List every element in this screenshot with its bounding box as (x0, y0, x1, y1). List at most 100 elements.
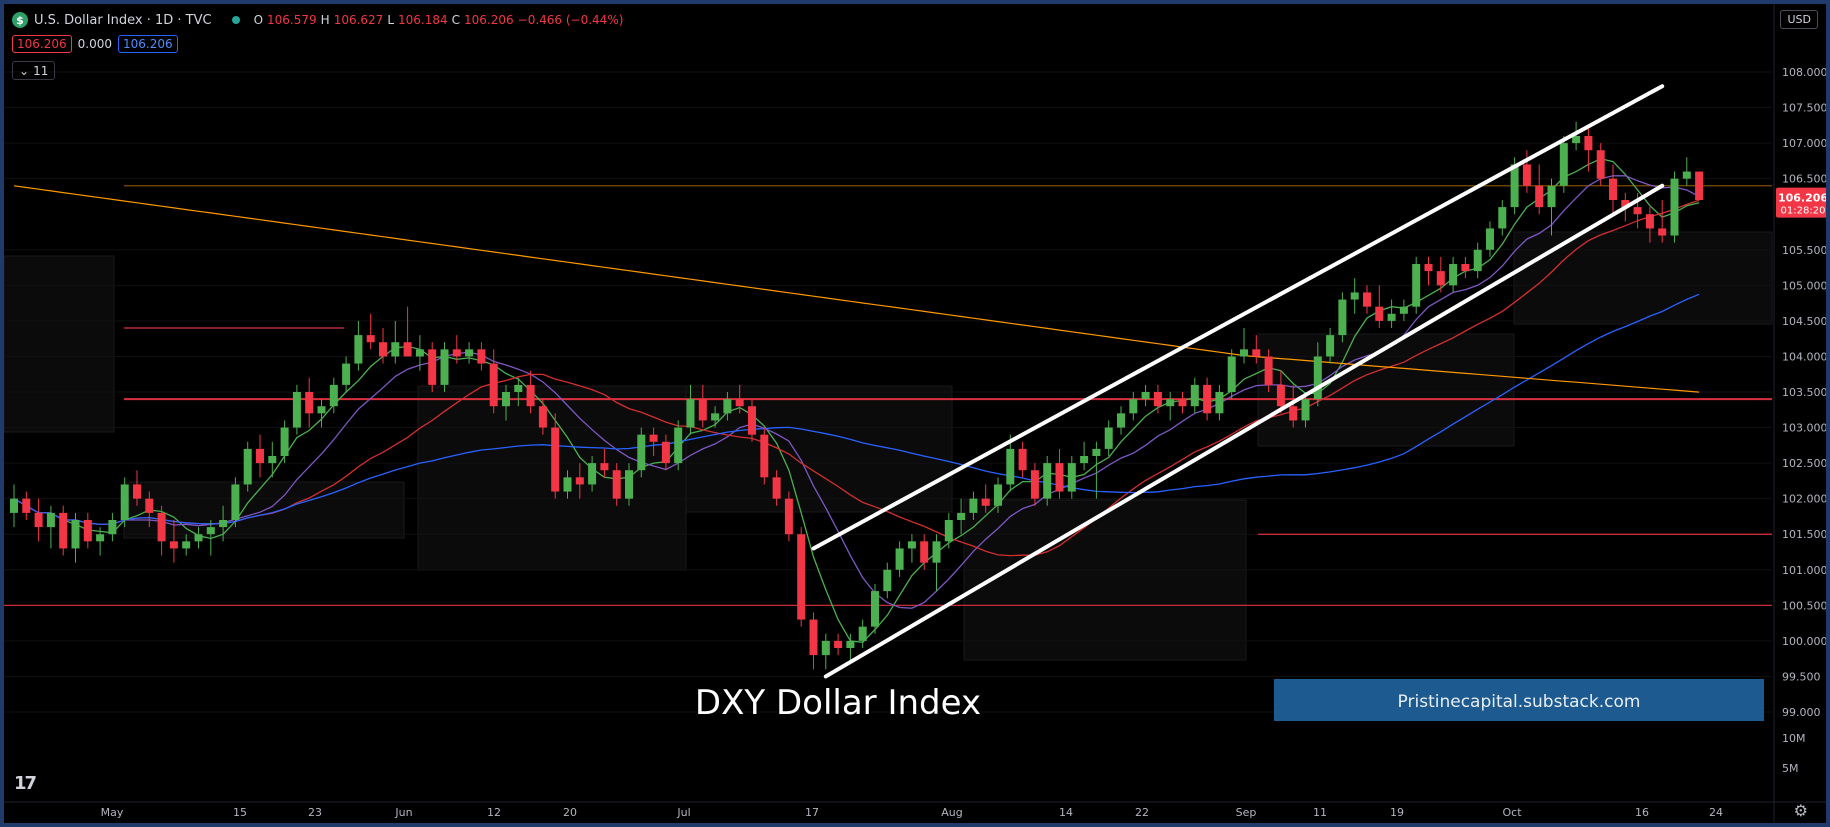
candle-body (1633, 207, 1642, 215)
candle (1055, 448, 1064, 499)
candle-body (1547, 185, 1556, 208)
candle (649, 427, 658, 456)
candle-body (194, 534, 203, 542)
candle (133, 470, 141, 506)
candle (821, 633, 830, 670)
channel-upper-line (811, 84, 1665, 551)
candle (772, 470, 781, 506)
candle-body (1350, 292, 1359, 300)
tradingview-logo-icon[interactable]: 17 (14, 773, 37, 794)
candle (1473, 242, 1482, 279)
candlestick-chart[interactable]: DXY Dollar Index Pristinecapital.substack… (4, 4, 1830, 827)
candle-body (1190, 384, 1199, 407)
candle-body (575, 477, 584, 485)
candle-body (1276, 384, 1285, 407)
candle-body (1129, 399, 1138, 414)
bid-value[interactable]: 106.206 (12, 35, 72, 53)
candle (1645, 207, 1654, 243)
indicators-collapse-button[interactable]: ⌄ 11 (12, 61, 56, 80)
candle-body (1018, 448, 1027, 471)
time-tick-label: Sep (1236, 806, 1257, 819)
candle-body (1264, 356, 1273, 385)
symbol-title[interactable]: U.S. Dollar Index · 1D · TVC (34, 12, 212, 28)
candle-body (821, 640, 830, 656)
candle (1240, 328, 1248, 364)
sma-10-line (13, 175, 1700, 609)
candle (1584, 128, 1593, 172)
candle (600, 448, 609, 478)
candle (71, 512, 80, 563)
candle-body (428, 349, 437, 385)
zone-box (4, 255, 115, 433)
candle (120, 477, 129, 528)
candle (563, 470, 572, 499)
candle (440, 342, 449, 392)
candle-body (723, 399, 732, 414)
open-value: 106.579 (267, 13, 317, 27)
ask-value[interactable]: 106.206 (117, 35, 178, 53)
candle-body (1326, 335, 1335, 357)
candle-body (440, 349, 449, 385)
change-value: −0.466 (−0.44%) (517, 13, 624, 27)
price-tick-label: 107.500 (1782, 102, 1828, 115)
time-tick-label: 14 (1059, 806, 1073, 819)
candle-body (415, 349, 424, 357)
candle-body (305, 392, 314, 414)
candle-body (182, 541, 191, 549)
candle (46, 505, 55, 549)
substack-banner-text: Pristinecapital.substack.com (1398, 692, 1641, 712)
dollar-icon: $ (12, 12, 28, 28)
candle-body (1252, 349, 1261, 357)
candle (1424, 256, 1433, 286)
candle (1141, 384, 1150, 407)
candle-body (1092, 448, 1101, 456)
time-tick-label: 11 (1313, 806, 1327, 819)
candle-body (465, 349, 474, 357)
candle-body (1609, 178, 1617, 200)
candle (1326, 328, 1335, 364)
price-tick-label: 103.000 (1782, 422, 1828, 435)
candle (514, 377, 523, 407)
candle-body (1166, 399, 1175, 407)
candle (59, 505, 68, 556)
low-value: 106.184 (398, 13, 448, 27)
zone-box (963, 499, 1247, 661)
currency-button[interactable]: USD (1780, 10, 1818, 29)
price-tick-label: 101.500 (1782, 528, 1828, 541)
candle (981, 484, 990, 513)
candle-body (1498, 207, 1507, 229)
market-open-dot-icon (231, 16, 240, 24)
candle-body (981, 498, 990, 506)
candle-body (625, 470, 633, 499)
candle (748, 399, 756, 442)
time-tick-label: May (101, 806, 124, 819)
candle (268, 441, 277, 478)
countdown-label: 01:28:20 (1781, 206, 1826, 217)
candle-body (317, 406, 326, 414)
ohlc-values: O 106.579 H 106.627 L 106.184 C 106.206 −0.4… (254, 13, 624, 27)
candle-body (1584, 136, 1593, 151)
candle-body (994, 484, 1002, 506)
high-value: 106.627 (333, 13, 384, 27)
candle-body (1363, 292, 1371, 307)
time-tick-label: 22 (1135, 806, 1149, 819)
candle (1092, 441, 1101, 499)
candle-body (83, 520, 92, 542)
candle-body (22, 498, 31, 513)
price-tick-label: 102.000 (1782, 493, 1828, 506)
candle-body (1449, 264, 1458, 286)
candle-body (1522, 164, 1531, 186)
candle (1449, 256, 1458, 293)
candle (354, 320, 363, 371)
dxy-annotation-text: DXY Dollar Index (695, 683, 981, 723)
gear-icon[interactable]: ⚙ (1793, 801, 1808, 820)
candle-body (1682, 171, 1691, 179)
candle-body (711, 413, 720, 421)
candle-body (366, 335, 375, 343)
candle-body (329, 384, 338, 407)
candle (612, 463, 621, 506)
candle-body (1695, 171, 1704, 200)
candle-body (797, 534, 806, 620)
time-tick-label: Jun (394, 806, 412, 819)
